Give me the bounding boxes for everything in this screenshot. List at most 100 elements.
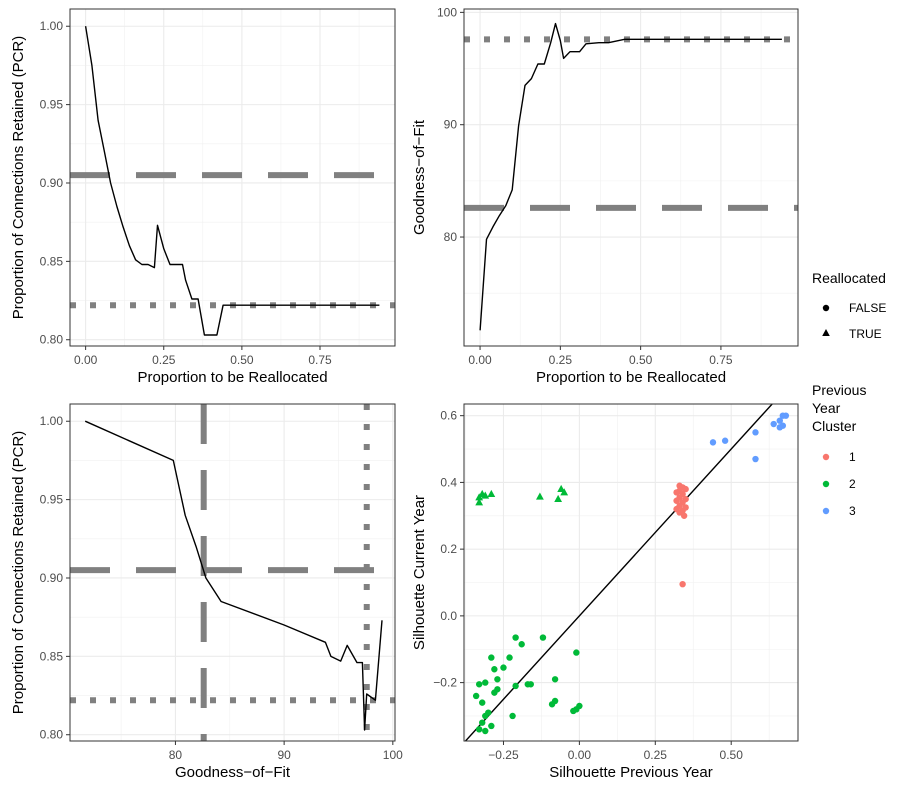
legend-cluster-3-marker bbox=[822, 507, 830, 515]
legend-cluster-2-label: 2 bbox=[849, 477, 856, 491]
y-tick-label: 0.95 bbox=[40, 98, 64, 112]
data-line bbox=[84, 26, 380, 336]
plot-area bbox=[464, 22, 798, 331]
scatter-point-triangle bbox=[554, 494, 563, 502]
scatter-point-triangle bbox=[475, 498, 484, 506]
panel-pcr-vs-fit: 80 90 100 0.80 0.85 0.90 0.95 1.00 Goodness−of−F… bbox=[10, 403, 403, 781]
x-tick-label: 80 bbox=[169, 748, 183, 762]
scatter-point-triangle bbox=[487, 489, 496, 497]
y-axis-title: Silhouette Current Year bbox=[411, 495, 428, 650]
scatter-point-circle bbox=[682, 485, 689, 493]
x-tick-label: 0.25 bbox=[549, 353, 573, 367]
scatter-point-circle bbox=[680, 512, 688, 519]
scatter-point-circle bbox=[551, 676, 559, 683]
scatter-point-circle bbox=[679, 580, 686, 588]
scatter-point-circle bbox=[482, 727, 489, 735]
scatter-point-triangle bbox=[481, 491, 490, 499]
plot-area bbox=[70, 26, 395, 336]
x-axis-title: Goodness−of−Fit bbox=[175, 764, 291, 781]
y-tick-label: 80 bbox=[444, 230, 458, 244]
scatter-point-circle bbox=[494, 686, 501, 693]
y-tick-label: 0.4 bbox=[440, 475, 457, 489]
y-tick-label: 0.85 bbox=[40, 254, 64, 268]
panel-fit-vs-proportion: 0.00 0.25 0.50 0.75 80 90 100 Proportion to be … bbox=[411, 5, 799, 386]
y-tick-label: 1.00 bbox=[40, 414, 64, 428]
legend-cluster-1-marker bbox=[822, 453, 830, 461]
x-tick-label: 0.25 bbox=[644, 748, 668, 762]
x-tick-label: 0.25 bbox=[152, 353, 176, 367]
y-tick-label: 0.90 bbox=[40, 571, 64, 585]
y-tick-label: 1.00 bbox=[40, 19, 64, 33]
y-tick-label: 0.6 bbox=[440, 409, 457, 423]
y-tick-label: 0.80 bbox=[40, 728, 64, 742]
x-tick-label: 90 bbox=[277, 748, 291, 762]
x-tick-label: 0.00 bbox=[74, 353, 98, 367]
x-axis-title: Proportion to be Reallocated bbox=[137, 369, 327, 386]
scatter-point-circle bbox=[488, 654, 495, 661]
y-axis-title: Proportion of Connections Retained (PCR) bbox=[10, 36, 27, 319]
y-tick-label: 0.80 bbox=[40, 333, 64, 347]
scatter-point-circle bbox=[539, 634, 547, 641]
panel-background bbox=[464, 9, 798, 346]
scatter-point-circle bbox=[512, 634, 519, 641]
scatter-point-circle bbox=[482, 712, 489, 720]
x-axis-title: Proportion to be Reallocated bbox=[536, 369, 726, 386]
x-tick-label: 0.00 bbox=[468, 353, 492, 367]
data-line bbox=[84, 420, 383, 731]
y-tick-label: 0.95 bbox=[40, 493, 64, 507]
panel-border bbox=[69, 8, 396, 347]
y-axis-title: Proportion of Connections Retained (PCR) bbox=[10, 431, 27, 714]
x-tick-label: 100 bbox=[383, 748, 403, 762]
panel-pcr-vs-proportion: 0.00 0.25 0.50 0.75 0.80 0.85 0.90 0.95 1.00 Prop… bbox=[10, 8, 396, 386]
x-tick-label: −0.25 bbox=[488, 748, 519, 762]
x-tick-label: 0.50 bbox=[629, 353, 653, 367]
legend-reallocated: Reallocated FALSE TRUE bbox=[812, 270, 886, 341]
legend-cluster-3-label: 3 bbox=[849, 504, 856, 518]
scatter-point-circle bbox=[752, 455, 759, 463]
legend-cluster-title-line2: Year bbox=[812, 400, 841, 416]
scatter-point-circle bbox=[752, 429, 759, 436]
legend-reallocated-title: Reallocated bbox=[812, 270, 886, 286]
scatter-point-circle bbox=[673, 497, 680, 504]
scatter-point-circle bbox=[709, 439, 717, 446]
scatter-point-circle bbox=[488, 722, 495, 730]
panel-border bbox=[463, 8, 799, 347]
legend-true-label: TRUE bbox=[849, 327, 882, 341]
legend-cluster-1-label: 1 bbox=[849, 450, 856, 464]
y-tick-label: 0.85 bbox=[40, 649, 64, 663]
scatter-point-circle bbox=[673, 489, 680, 496]
legend-previous-year-cluster: Previous Year Cluster 1 2 3 bbox=[812, 382, 866, 518]
legend-false-label: FALSE bbox=[849, 301, 886, 315]
data-line bbox=[479, 22, 782, 331]
x-tick-label: 0.50 bbox=[230, 353, 254, 367]
y-tick-label: 0.2 bbox=[440, 542, 457, 556]
x-tick-label: 0.75 bbox=[308, 353, 332, 367]
x-tick-label: 0.50 bbox=[720, 748, 744, 762]
scatter-point-circle bbox=[676, 509, 683, 516]
plot-area bbox=[70, 404, 395, 741]
scatter-point-circle bbox=[573, 649, 580, 656]
scatter-point-circle bbox=[500, 664, 507, 671]
scatter-point-circle bbox=[527, 681, 534, 688]
scatter-point-circle bbox=[518, 641, 525, 648]
scatter-point-circle bbox=[479, 719, 486, 726]
x-tick-label: 0.00 bbox=[568, 748, 592, 762]
x-axis-title: Silhouette Previous Year bbox=[549, 764, 712, 781]
legend-cluster-title-line1: Previous bbox=[812, 382, 866, 398]
legend-cluster-title-line3: Cluster bbox=[812, 418, 857, 434]
scatter-point-triangle bbox=[560, 488, 569, 496]
y-tick-label: 0.90 bbox=[40, 176, 64, 190]
y-tick-label: 100 bbox=[437, 5, 457, 19]
scatter-point-circle bbox=[512, 682, 519, 690]
y-tick-label: 90 bbox=[444, 118, 458, 132]
scatter-point-circle bbox=[475, 726, 483, 733]
panel-silhouette-scatter: −0.25 0.00 0.25 0.50 −0.2 0.0 0.2 0.4 0.6 Silhoue… bbox=[411, 403, 799, 781]
scatter-point-circle bbox=[721, 437, 729, 444]
panel-background bbox=[464, 404, 798, 741]
plot-area bbox=[464, 404, 790, 741]
scatter-point-circle bbox=[491, 666, 498, 673]
legend-cluster-2-marker bbox=[822, 480, 830, 488]
scatter-point-circle bbox=[506, 654, 513, 661]
scatter-point-circle bbox=[770, 420, 777, 428]
scatter-point-circle bbox=[479, 699, 486, 706]
